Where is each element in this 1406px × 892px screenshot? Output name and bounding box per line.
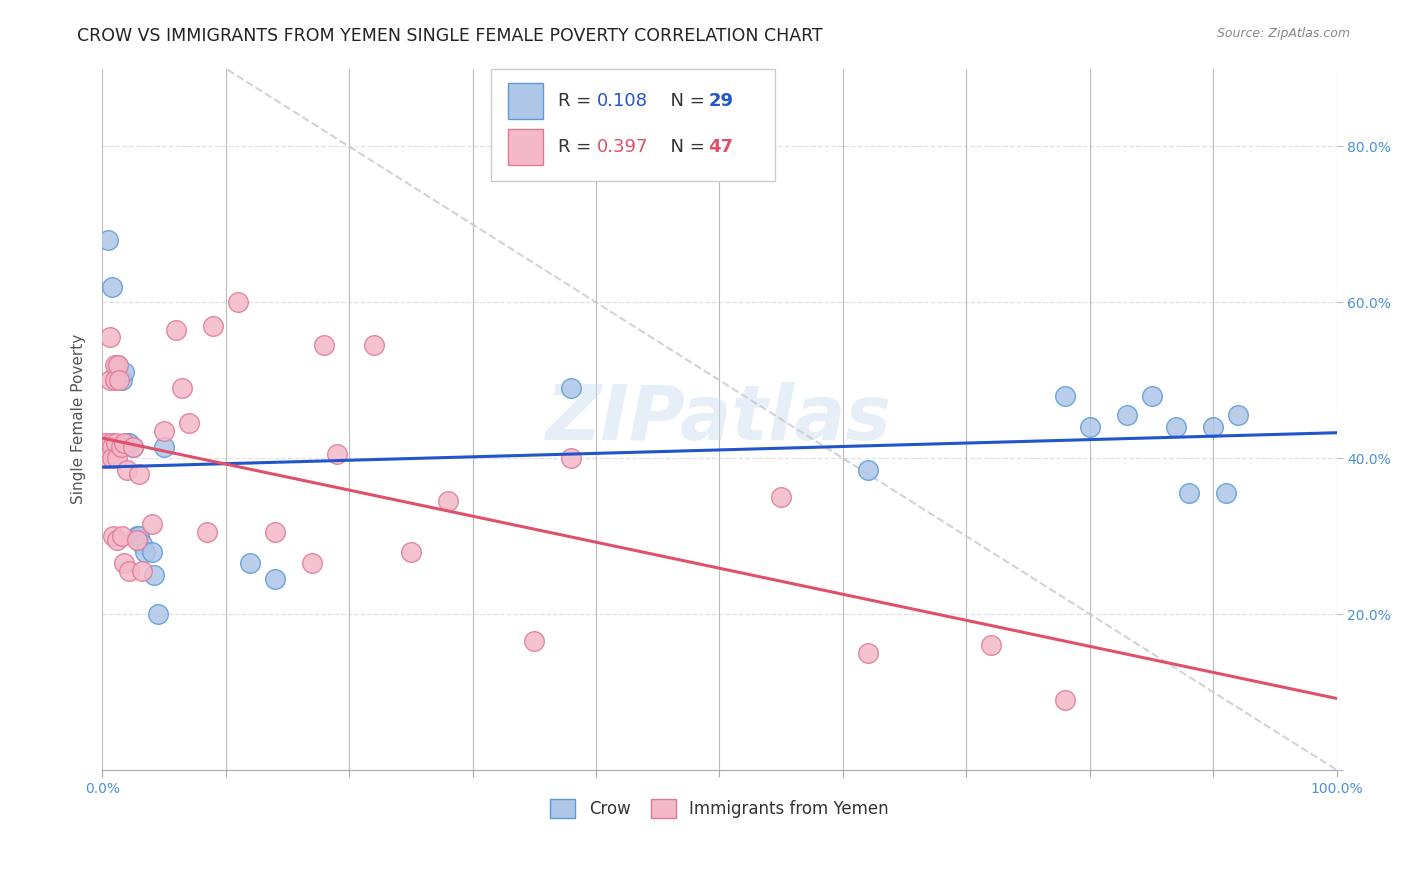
Text: N =: N = — [659, 92, 710, 110]
Point — [101, 279, 124, 293]
Point — [111, 373, 134, 387]
Text: R =: R = — [558, 92, 596, 110]
Point — [523, 634, 546, 648]
Text: 47: 47 — [709, 138, 734, 156]
Point — [115, 435, 138, 450]
FancyBboxPatch shape — [509, 83, 543, 119]
Text: 0.108: 0.108 — [598, 92, 648, 110]
Point — [110, 440, 132, 454]
Point — [1166, 420, 1188, 434]
Point — [128, 529, 150, 543]
Point — [153, 424, 176, 438]
Point — [94, 440, 117, 454]
Point — [104, 435, 127, 450]
Point — [103, 529, 125, 543]
Point — [96, 451, 118, 466]
Point — [125, 529, 148, 543]
Point — [115, 463, 138, 477]
Point — [980, 638, 1002, 652]
Point — [326, 447, 349, 461]
Point — [264, 572, 287, 586]
Point — [1054, 693, 1077, 707]
Point — [122, 440, 145, 454]
Point — [195, 525, 218, 540]
Point — [202, 318, 225, 333]
Point — [301, 557, 323, 571]
Point — [226, 295, 249, 310]
Text: 0.397: 0.397 — [598, 138, 648, 156]
Point — [1115, 409, 1137, 423]
Point — [143, 568, 166, 582]
Point — [105, 451, 128, 466]
Point — [131, 564, 153, 578]
Text: CROW VS IMMIGRANTS FROM YEMEN SINGLE FEMALE POVERTY CORRELATION CHART: CROW VS IMMIGRANTS FROM YEMEN SINGLE FEM… — [77, 27, 823, 45]
Point — [172, 381, 194, 395]
Text: Source: ZipAtlas.com: Source: ZipAtlas.com — [1216, 27, 1350, 40]
Legend: Crow, Immigrants from Yemen: Crow, Immigrants from Yemen — [544, 792, 896, 825]
Point — [1054, 389, 1077, 403]
Point — [105, 358, 128, 372]
Point — [770, 490, 793, 504]
Point — [1177, 486, 1199, 500]
Point — [1215, 486, 1237, 500]
Point — [1140, 389, 1163, 403]
Point — [363, 338, 385, 352]
Point — [437, 494, 460, 508]
Point — [105, 533, 128, 547]
Point — [177, 416, 200, 430]
Text: ZIPatlas: ZIPatlas — [547, 383, 893, 457]
Point — [122, 440, 145, 454]
Point — [560, 381, 582, 395]
Point — [153, 440, 176, 454]
Point — [114, 366, 136, 380]
Point — [93, 435, 115, 450]
Point — [125, 533, 148, 547]
Point — [314, 338, 336, 352]
Point — [134, 545, 156, 559]
Point — [141, 517, 163, 532]
Point — [111, 529, 134, 543]
Point — [264, 525, 287, 540]
FancyBboxPatch shape — [491, 69, 775, 181]
Text: R =: R = — [558, 138, 596, 156]
Point — [239, 557, 262, 571]
Point — [103, 373, 125, 387]
Point — [97, 233, 120, 247]
Point — [98, 330, 121, 344]
Point — [101, 451, 124, 466]
Text: 29: 29 — [709, 92, 734, 110]
Point — [114, 435, 136, 450]
Point — [128, 467, 150, 481]
Point — [399, 545, 422, 559]
Point — [560, 451, 582, 466]
Point — [1078, 420, 1101, 434]
Point — [856, 463, 879, 477]
Point — [118, 564, 141, 578]
Point — [98, 373, 121, 387]
Point — [101, 440, 124, 454]
Point — [107, 358, 129, 372]
Point — [118, 435, 141, 450]
FancyBboxPatch shape — [509, 128, 543, 165]
Point — [114, 557, 136, 571]
Y-axis label: Single Female Poverty: Single Female Poverty — [72, 334, 86, 504]
Point — [146, 607, 169, 621]
Point — [1202, 420, 1225, 434]
Point — [100, 435, 122, 450]
Point — [165, 323, 187, 337]
Text: N =: N = — [659, 138, 710, 156]
Point — [856, 646, 879, 660]
Point — [141, 545, 163, 559]
Point — [1226, 409, 1249, 423]
Point — [103, 358, 125, 372]
Point — [131, 537, 153, 551]
Point — [108, 373, 131, 387]
